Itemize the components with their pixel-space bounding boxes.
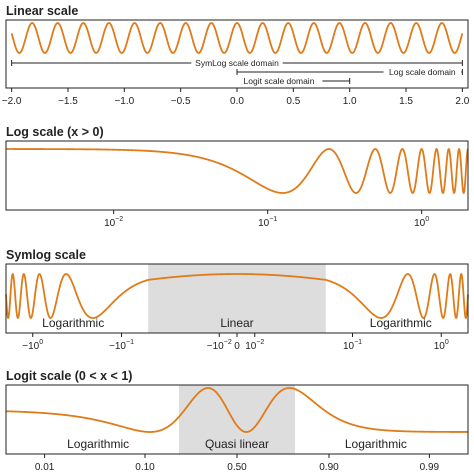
domain-label-bg [383, 68, 462, 76]
plot-frame [5, 140, 469, 211]
tick-label-base: 10 [258, 218, 270, 229]
tick-label-base: 0.50 [227, 462, 247, 473]
tick-label-base: 10 [414, 218, 426, 229]
x-tick-label: −1.5 [58, 96, 78, 107]
x-tick-label: −10−1 [109, 339, 134, 352]
x-tick-label: 100 [434, 339, 449, 352]
tick-label-base: 2.0 [455, 96, 469, 107]
region-label: Logarithmic [42, 316, 104, 330]
series-line [5, 148, 469, 194]
domain-label-bg [235, 77, 323, 85]
series-line [5, 273, 469, 319]
x-tick-label: 10−1 [343, 339, 362, 352]
panel-title: Log scale (x > 0) [6, 125, 104, 139]
domain-label-bg [191, 59, 283, 67]
tick-label-exponent: −1 [354, 339, 362, 346]
tick-label-exponent: −2 [115, 216, 123, 223]
tick-label-base: 1.0 [343, 96, 357, 107]
domain-label: Log scale domain [389, 67, 456, 77]
region-label: Logarithmic [345, 437, 407, 451]
tick-label-exponent: 0 [445, 339, 449, 346]
region-label: Logarithmic [370, 316, 432, 330]
x-tick-label: 1.5 [399, 96, 413, 107]
shaded-region [148, 264, 326, 333]
tick-label-base: −1.0 [114, 96, 134, 107]
tick-label-exponent: −2 [224, 339, 232, 346]
tick-label-base: 10 [434, 341, 446, 352]
tick-label-base: 0.5 [286, 96, 300, 107]
x-tick-label: 1.0 [343, 96, 357, 107]
tick-label-base: −10 [109, 341, 126, 352]
tick-label-base: −0.5 [171, 96, 191, 107]
panel-linear-scale: Linear scale −2.0 −1.5 −1.0 −0.5 0.0 0.5 1.0 1.… [2, 4, 470, 107]
tick-label-base: 0.0 [230, 96, 244, 107]
x-tick-label: 0 [234, 341, 240, 352]
tick-label-base: 10 [245, 341, 257, 352]
tick-label-base: 0.99 [420, 462, 440, 473]
series-line [5, 387, 469, 433]
region-label: Linear [220, 316, 253, 330]
tick-label-base: 0.01 [35, 462, 55, 473]
tick-label-base: 1.5 [399, 96, 413, 107]
panel-log-scale: Log scale (x > 0) 10−2 10−1 100 [5, 125, 469, 229]
x-tick-label: 10−2 [245, 339, 264, 352]
tick-label-base: 0.10 [135, 462, 155, 473]
tick-label-exponent: 0 [39, 339, 43, 346]
x-tick-label: 2.0 [455, 96, 469, 107]
x-tick-label: 0.10 [135, 462, 155, 473]
panel-symlog-scale: Symlog scale −100 −10−1 −10−2 0 10−2 10−1 100L… [5, 248, 469, 352]
tick-label-base: 0.90 [319, 462, 339, 473]
tick-label-exponent: −1 [269, 216, 277, 223]
x-tick-label: −2.0 [2, 96, 22, 107]
tick-label-base: 10 [343, 341, 355, 352]
region-label: Logarithmic [67, 437, 129, 451]
x-tick-label: 0.0 [230, 96, 244, 107]
x-tick-label: −1.0 [114, 96, 134, 107]
tick-label-base: 10 [104, 218, 116, 229]
tick-label-exponent: −2 [256, 339, 264, 346]
tick-label-base: −1.5 [58, 96, 78, 107]
tick-label-base: 0 [234, 341, 240, 352]
x-tick-label: 0.01 [35, 462, 55, 473]
x-tick-label: 10−2 [104, 216, 123, 229]
tick-label-base: −10 [22, 341, 39, 352]
region-label: Quasi linear [205, 437, 269, 451]
tick-label-exponent: 0 [425, 216, 429, 223]
x-tick-label: −10−2 [207, 339, 232, 352]
domain-label: Logit scale domain [244, 76, 315, 86]
x-tick-label: 100 [414, 216, 429, 229]
x-tick-label: −100 [22, 339, 43, 352]
domain-label: SymLog scale domain [195, 58, 279, 68]
tick-label-base: −10 [207, 341, 224, 352]
panel-title: Logit scale (0 < x < 1) [6, 369, 132, 383]
x-tick-label: 10−1 [258, 216, 277, 229]
panel-logit-scale: Logit scale (0 < x < 1) 0.01 0.10 0.50 0.90… [5, 369, 469, 473]
x-tick-label: −0.5 [171, 96, 191, 107]
tick-label-exponent: −1 [126, 339, 134, 346]
tick-label-base: −2.0 [2, 96, 22, 107]
panel-title: Linear scale [6, 4, 78, 18]
x-tick-label: 0.50 [227, 462, 247, 473]
series-line [10, 22, 464, 54]
x-tick-label: 0.90 [319, 462, 339, 473]
x-tick-label: 0.99 [420, 462, 440, 473]
x-tick-label: 0.5 [286, 96, 300, 107]
panel-title: Symlog scale [6, 248, 86, 262]
